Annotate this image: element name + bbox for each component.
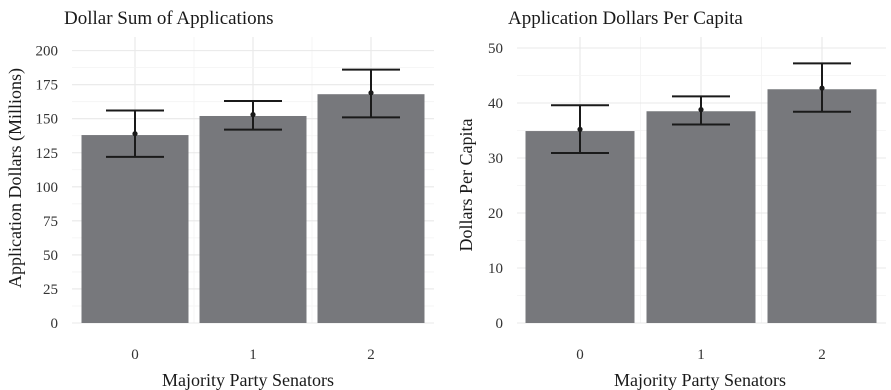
y-tick-label: 75 [43,214,58,230]
y-tick-label: 20 [488,206,503,222]
y-tick-label: 50 [488,41,503,57]
point-estimate [577,126,583,132]
point-estimate [132,131,138,137]
y-axis-title: Dollars Per Capita [456,119,476,252]
y-tick-labels: 0 10 20 30 40 50 [488,41,503,332]
y-tick-label: 125 [36,146,59,162]
bars [525,89,877,323]
bar [81,135,189,323]
point-estimate [368,90,374,96]
y-tick-label: 200 [36,44,59,60]
x-tick-label: 1 [697,347,705,363]
y-tick-label: 10 [488,261,503,277]
y-tick-label: 0 [496,316,504,332]
bar [525,131,635,323]
chart-title: Dollar Sum of Applications [64,8,274,29]
y-tick-label: 50 [43,248,58,264]
point-estimate [698,107,704,113]
error-bars [106,68,400,158]
x-tick-labels: 0 1 2 [576,347,826,363]
point-estimate [819,85,825,91]
bar [317,94,425,323]
panel-per-capita: 0 10 20 30 40 50 0 1 2 Application Dollars Per … [456,8,886,390]
x-tick-label: 0 [131,347,139,363]
x-tick-label: 0 [576,347,584,363]
y-tick-label: 25 [43,282,58,298]
y-tick-label: 150 [36,112,59,128]
bar [199,115,307,323]
panel-dollar-sum: 0 25 50 75 100 125 150 175 200 0 1 2 Dollar Sum of… [5,8,434,390]
y-tick-label: 40 [488,96,503,112]
y-tick-label: 0 [51,316,59,332]
y-tick-labels: 0 25 50 75 100 125 150 175 200 [36,44,59,332]
x-tick-label: 2 [818,347,826,363]
bars [81,94,425,323]
error-bars [551,62,851,155]
chart-title: Application Dollars Per Capita [508,8,743,29]
x-tick-labels: 0 1 2 [131,347,375,363]
x-tick-label: 1 [249,347,257,363]
bar [767,89,877,323]
x-axis-title: Majority Party Senators [162,370,334,390]
bar [646,111,756,323]
y-tick-label: 175 [36,78,59,94]
y-tick-label: 30 [488,151,503,167]
y-axis-title: Application Dollars (Millions) [5,68,26,288]
y-tick-label: 100 [36,180,59,196]
x-axis-title: Majority Party Senators [614,370,786,390]
x-tick-label: 2 [367,347,375,363]
point-estimate [250,112,256,118]
